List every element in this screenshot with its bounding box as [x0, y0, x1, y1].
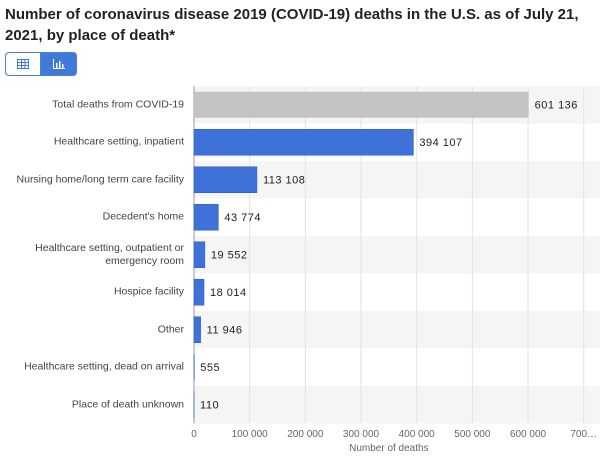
- table-icon: [17, 59, 29, 69]
- y-tick-label: Hospice facility: [113, 285, 184, 298]
- bar: [193, 279, 205, 306]
- x-tick-label: 500 000: [454, 429, 491, 440]
- data-label: 19 552: [211, 250, 248, 262]
- bar: [193, 241, 206, 268]
- data-label: 113 108: [263, 175, 305, 187]
- data-label: 43 774: [224, 212, 261, 224]
- data-label: 11 946: [207, 325, 243, 337]
- y-tick-label: Healthcare setting, dead on arrival: [24, 360, 184, 373]
- chart-view-button[interactable]: [41, 52, 77, 76]
- x-tick-label: 200 000: [287, 429, 324, 440]
- y-tick-label: Total deaths from COVID-19: [52, 98, 184, 111]
- x-axis-label: Number of deaths: [349, 443, 429, 454]
- row-stripe: [194, 236, 600, 274]
- chart-title: Number of coronavirus disease 2019 (COVI…: [5, 6, 579, 44]
- data-label: 110: [200, 400, 219, 412]
- row-stripe: [194, 161, 600, 199]
- row-stripe: [194, 311, 600, 349]
- bar: [193, 316, 201, 343]
- x-tick-label: 0: [191, 429, 197, 440]
- bar: [193, 166, 258, 193]
- y-tick-label: Decedent's home: [102, 210, 184, 223]
- x-tick-label: 700…: [570, 429, 597, 440]
- y-tick-label: Nursing home/long term care facility: [16, 173, 184, 186]
- data-label: 601 136: [535, 100, 578, 112]
- bar: [193, 129, 414, 156]
- data-label: 394 107: [419, 137, 462, 149]
- y-tick-label: Other: [157, 323, 184, 336]
- x-tick-label: 600 000: [510, 429, 547, 440]
- x-tick-label: 100 000: [232, 429, 269, 440]
- bar: [193, 204, 219, 231]
- data-label: 18 014: [210, 287, 247, 299]
- table-view-button[interactable]: [5, 52, 41, 76]
- data-label: 555: [200, 362, 220, 374]
- x-tick-label: 400 000: [399, 429, 436, 440]
- row-stripe: [194, 386, 600, 424]
- y-tick-label: Healthcare setting, inpatient: [53, 135, 184, 148]
- y-tick-label: Healthcare setting, outpatient or emerge…: [35, 241, 184, 267]
- x-tick-label: 300 000: [343, 429, 380, 440]
- chart-icon: [53, 59, 65, 69]
- bar: [194, 91, 529, 118]
- y-tick-label: Place of death unknown: [71, 398, 184, 411]
